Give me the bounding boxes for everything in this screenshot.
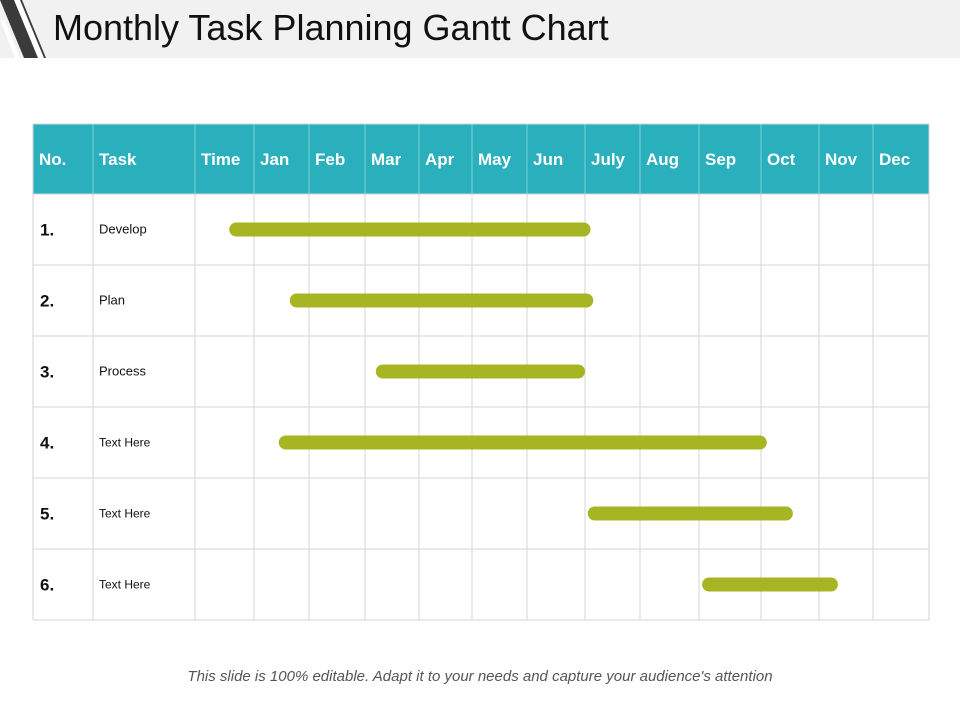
table-header-row	[33, 124, 929, 194]
column-header-no: No.	[39, 150, 66, 169]
column-header-sep: Sep	[705, 150, 736, 169]
task-name: Text Here	[99, 507, 151, 521]
footer-note: This slide is 100% editable. Adapt it to…	[187, 668, 773, 685]
task-number: 4.	[40, 434, 54, 453]
task-number: 2.	[40, 292, 54, 311]
column-header-task: Task	[99, 150, 137, 169]
page-title: Monthly Task Planning Gantt Chart	[53, 7, 609, 48]
column-header-jan: Jan	[260, 150, 289, 169]
column-header-july: July	[591, 150, 626, 169]
column-header-nov: Nov	[825, 150, 858, 169]
task-name: Plan	[99, 293, 125, 308]
task-number: 1.	[40, 221, 54, 240]
task-name: Text Here	[99, 436, 151, 450]
column-header-mar: Mar	[371, 150, 402, 169]
task-number: 6.	[40, 576, 54, 595]
column-header-feb: Feb	[315, 150, 345, 169]
task-name: Text Here	[99, 578, 151, 592]
column-header-apr: Apr	[425, 150, 455, 169]
column-header-dec: Dec	[879, 150, 910, 169]
diagonal-stripes-logo-icon	[0, 0, 46, 58]
column-header-time: Time	[201, 150, 240, 169]
task-number: 5.	[40, 505, 54, 524]
task-name: Develop	[99, 222, 147, 237]
task-number: 3.	[40, 363, 54, 382]
task-name: Process	[99, 364, 146, 379]
gantt-chart: No. Task Time Jan Feb Mar Apr May Jun July Aug Sep O…	[32, 123, 930, 621]
column-header-oct: Oct	[767, 150, 796, 169]
column-header-jun: Jun	[533, 150, 563, 169]
column-header-may: May	[478, 150, 512, 169]
title-band	[0, 0, 960, 58]
column-header-aug: Aug	[646, 150, 679, 169]
